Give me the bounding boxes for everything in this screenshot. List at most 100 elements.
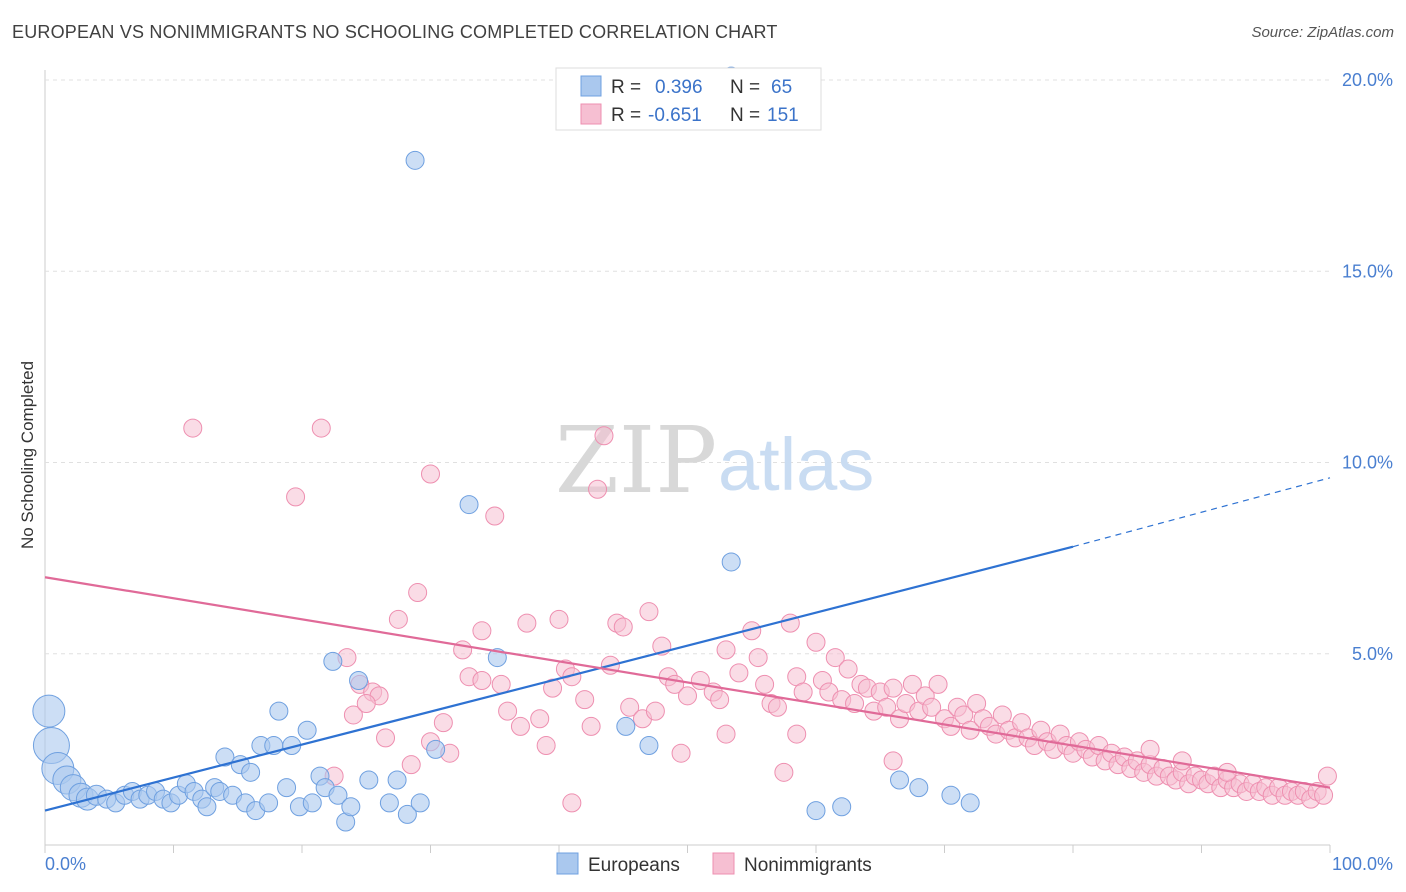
- source-label: Source: ZipAtlas.com: [1251, 24, 1394, 41]
- legend-r-label-nonimmigrants: R =: [611, 105, 641, 126]
- point-nonimmigrants: [408, 583, 428, 603]
- point-europeans: [909, 778, 929, 798]
- point-nonimmigrants: [581, 716, 601, 736]
- point-europeans: [426, 739, 446, 759]
- point-nonimmigrants: [517, 613, 537, 633]
- point-europeans: [639, 736, 659, 756]
- bottom-legend-swatch-europeans: [556, 852, 579, 875]
- point-nonimmigrants: [774, 762, 794, 782]
- point-europeans: [32, 694, 66, 728]
- chart-title: EUROPEAN VS NONIMMIGRANTS NO SCHOOLING C…: [12, 22, 778, 42]
- trend-line-nonimmigrants: [44, 576, 1331, 789]
- y-tick-label: 10.0%: [1342, 453, 1393, 473]
- legend-r-value-europeans: 0.396: [655, 77, 703, 98]
- point-nonimmigrants: [1317, 766, 1337, 786]
- point-nonimmigrants: [575, 690, 595, 710]
- watermark: ZIP atlas: [555, 407, 874, 514]
- point-nonimmigrants: [401, 755, 421, 775]
- point-nonimmigrants: [806, 632, 826, 652]
- legend-r-label-europeans: R =: [611, 77, 641, 98]
- point-nonimmigrants: [594, 426, 614, 446]
- legend-n-label-europeans: N =: [730, 77, 760, 98]
- point-nonimmigrants: [491, 674, 511, 694]
- point-nonimmigrants: [549, 609, 569, 629]
- point-europeans: [359, 770, 379, 790]
- point-europeans: [241, 762, 261, 782]
- legend-n-label-nonimmigrants: N =: [730, 105, 760, 126]
- point-nonimmigrants: [639, 602, 659, 622]
- point-europeans: [379, 793, 399, 813]
- point-europeans: [269, 701, 289, 721]
- legend-n-value-nonimmigrants: 151: [767, 105, 799, 126]
- point-nonimmigrants: [286, 487, 306, 507]
- stats-legend: R = 0.396 N = 65 R = -0.651 N = 151: [555, 67, 822, 131]
- point-nonimmigrants: [510, 716, 530, 736]
- point-nonimmigrants: [421, 464, 440, 484]
- legend-n-value-europeans: 65: [771, 77, 792, 98]
- point-nonimmigrants: [678, 686, 697, 706]
- point-europeans: [259, 793, 279, 813]
- point-europeans: [960, 793, 980, 813]
- watermark-zip: ZIP: [555, 407, 717, 514]
- point-nonimmigrants: [485, 506, 505, 526]
- point-europeans: [459, 495, 479, 515]
- point-nonimmigrants: [787, 724, 807, 744]
- bottom-legend-swatch-nonimmigrants: [712, 852, 735, 875]
- y-tick-labels: 5.0% 10.0% 15.0% 20.0%: [1342, 70, 1393, 664]
- x-tick-label-min: 0.0%: [45, 854, 86, 874]
- point-nonimmigrants: [1314, 785, 1334, 805]
- point-nonimmigrants: [922, 697, 942, 717]
- y-tick-label: 15.0%: [1342, 261, 1393, 281]
- x-tick-label-max: 100.0%: [1332, 854, 1393, 874]
- point-nonimmigrants: [825, 648, 845, 668]
- point-europeans: [277, 778, 297, 798]
- trend-lines: [44, 477, 1331, 812]
- point-nonimmigrants: [883, 678, 903, 698]
- point-nonimmigrants: [793, 682, 813, 702]
- point-europeans: [410, 793, 430, 813]
- point-nonimmigrants: [883, 751, 903, 771]
- point-europeans: [721, 552, 741, 572]
- point-europeans: [387, 770, 407, 790]
- legend-swatch-europeans: [580, 75, 602, 97]
- point-europeans: [806, 801, 826, 821]
- point-nonimmigrants: [562, 793, 582, 813]
- point-nonimmigrants: [183, 418, 203, 438]
- point-nonimmigrants: [716, 724, 736, 744]
- point-europeans: [616, 716, 636, 736]
- point-nonimmigrants: [1172, 751, 1192, 771]
- legend-r-value-nonimmigrants: -0.651: [648, 105, 702, 126]
- y-tick-label: 5.0%: [1352, 644, 1393, 664]
- point-nonimmigrants: [928, 674, 948, 694]
- bottom-legend-nonimmigrants: Nonimmigrants: [744, 855, 872, 876]
- point-nonimmigrants: [433, 713, 453, 733]
- point-europeans: [405, 150, 425, 170]
- series-legend: Europeans Nonimmigrants: [556, 852, 872, 876]
- point-nonimmigrants: [716, 640, 736, 660]
- point-nonimmigrants: [530, 709, 550, 729]
- series-europeans: [32, 66, 980, 832]
- point-europeans: [349, 671, 369, 691]
- point-europeans: [832, 797, 852, 817]
- point-nonimmigrants: [748, 648, 768, 668]
- point-europeans: [302, 793, 322, 813]
- point-nonimmigrants: [613, 617, 633, 637]
- point-nonimmigrants: [588, 479, 608, 499]
- watermark-atlas: atlas: [718, 423, 874, 506]
- series-nonimmigrants: [183, 418, 1337, 813]
- x-tick-labels: 0.0% 100.0%: [45, 854, 1393, 874]
- point-nonimmigrants: [767, 697, 787, 717]
- point-nonimmigrants: [877, 697, 897, 717]
- legend-swatch-nonimmigrants: [580, 103, 602, 125]
- trend-line-europeans-extension: [1072, 477, 1331, 548]
- point-europeans: [890, 770, 910, 790]
- point-nonimmigrants: [388, 609, 408, 629]
- y-tick-label: 20.0%: [1342, 70, 1393, 90]
- point-nonimmigrants: [498, 701, 518, 721]
- point-nonimmigrants: [343, 705, 363, 725]
- point-nonimmigrants: [710, 690, 730, 710]
- point-nonimmigrants: [671, 743, 691, 763]
- point-europeans: [397, 804, 417, 824]
- point-nonimmigrants: [376, 728, 396, 748]
